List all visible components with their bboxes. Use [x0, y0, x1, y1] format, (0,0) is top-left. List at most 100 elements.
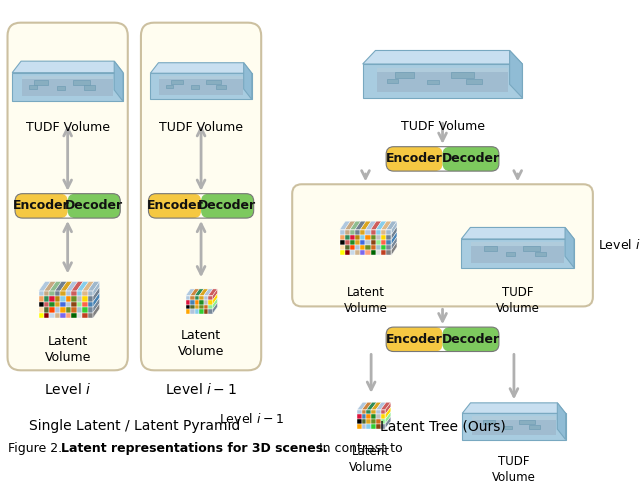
Bar [49, 291, 55, 296]
Bar [340, 250, 345, 255]
Polygon shape [49, 281, 61, 291]
Bar [360, 250, 365, 255]
Polygon shape [208, 289, 218, 296]
Bar [345, 240, 350, 245]
Polygon shape [365, 221, 376, 230]
Polygon shape [93, 281, 100, 296]
Polygon shape [462, 413, 566, 439]
Bar [22, 76, 113, 80]
FancyBboxPatch shape [68, 194, 120, 218]
Bar [377, 68, 508, 72]
Bar [371, 240, 376, 245]
Bar [166, 85, 173, 88]
Text: Latent
Volume: Latent Volume [349, 445, 393, 474]
Bar [186, 309, 190, 313]
Bar [77, 296, 82, 302]
Bar [199, 300, 204, 305]
Bar [38, 308, 44, 313]
Bar [357, 419, 362, 424]
Bar [60, 291, 66, 296]
Bar [44, 313, 49, 318]
Bar [367, 419, 371, 424]
Bar [77, 291, 82, 296]
Polygon shape [244, 63, 252, 99]
Bar [367, 410, 371, 414]
Polygon shape [186, 289, 195, 296]
Bar [345, 230, 350, 235]
Polygon shape [199, 289, 209, 296]
Bar [82, 308, 88, 313]
Polygon shape [204, 289, 213, 296]
Polygon shape [190, 289, 200, 296]
Bar [483, 420, 495, 425]
Bar [38, 302, 44, 308]
Bar [186, 300, 190, 305]
Polygon shape [38, 281, 51, 291]
Bar [350, 250, 355, 255]
Bar [71, 308, 77, 313]
Bar [195, 300, 199, 305]
Polygon shape [367, 402, 377, 410]
Bar [345, 235, 350, 240]
Bar [49, 302, 55, 308]
Polygon shape [12, 61, 123, 73]
Bar [340, 230, 345, 235]
Bar [381, 424, 385, 429]
Bar [55, 308, 60, 313]
Bar [367, 414, 371, 419]
Text: Single Latent / Latent Pyramid: Single Latent / Latent Pyramid [29, 419, 240, 433]
Polygon shape [212, 293, 218, 305]
Text: Encoder: Encoder [386, 333, 443, 346]
Bar [77, 308, 82, 313]
Text: Latent
Volume: Latent Volume [178, 329, 224, 358]
Bar [524, 246, 540, 251]
Bar [199, 296, 204, 300]
Bar [350, 240, 355, 245]
Bar [35, 80, 48, 85]
Bar [204, 300, 208, 305]
Bar [386, 235, 391, 240]
Bar [49, 308, 55, 313]
Bar [381, 245, 386, 250]
Bar [381, 240, 386, 245]
Polygon shape [371, 402, 381, 410]
Bar [340, 245, 345, 250]
Polygon shape [60, 281, 72, 291]
Polygon shape [363, 64, 522, 98]
Bar [484, 246, 497, 251]
Bar [377, 72, 508, 92]
Bar [371, 235, 376, 240]
Bar [362, 424, 367, 429]
Bar [355, 235, 360, 240]
Bar [208, 300, 212, 305]
Bar [519, 420, 534, 425]
Bar [371, 414, 376, 419]
FancyBboxPatch shape [141, 23, 261, 370]
Bar [82, 302, 88, 308]
Bar [44, 296, 49, 302]
Bar [55, 296, 60, 302]
Bar [206, 80, 221, 84]
Polygon shape [360, 221, 371, 230]
Bar [357, 410, 362, 414]
Bar [371, 424, 376, 429]
Bar [204, 309, 208, 313]
Bar [77, 313, 82, 318]
Bar [49, 313, 55, 318]
Text: Decoder: Decoder [442, 333, 500, 346]
Bar [365, 240, 371, 245]
Bar [190, 300, 195, 305]
Bar [49, 296, 55, 302]
Bar [77, 302, 82, 308]
Bar [376, 235, 381, 240]
Polygon shape [350, 221, 361, 230]
Text: Level $i$: Level $i$ [598, 238, 640, 252]
Bar [38, 296, 44, 302]
Polygon shape [93, 287, 100, 302]
Bar [186, 296, 190, 300]
Bar [190, 305, 195, 309]
Text: TUDF Volume: TUDF Volume [159, 122, 243, 134]
Bar [199, 309, 204, 313]
Polygon shape [391, 242, 397, 255]
FancyBboxPatch shape [386, 147, 442, 171]
